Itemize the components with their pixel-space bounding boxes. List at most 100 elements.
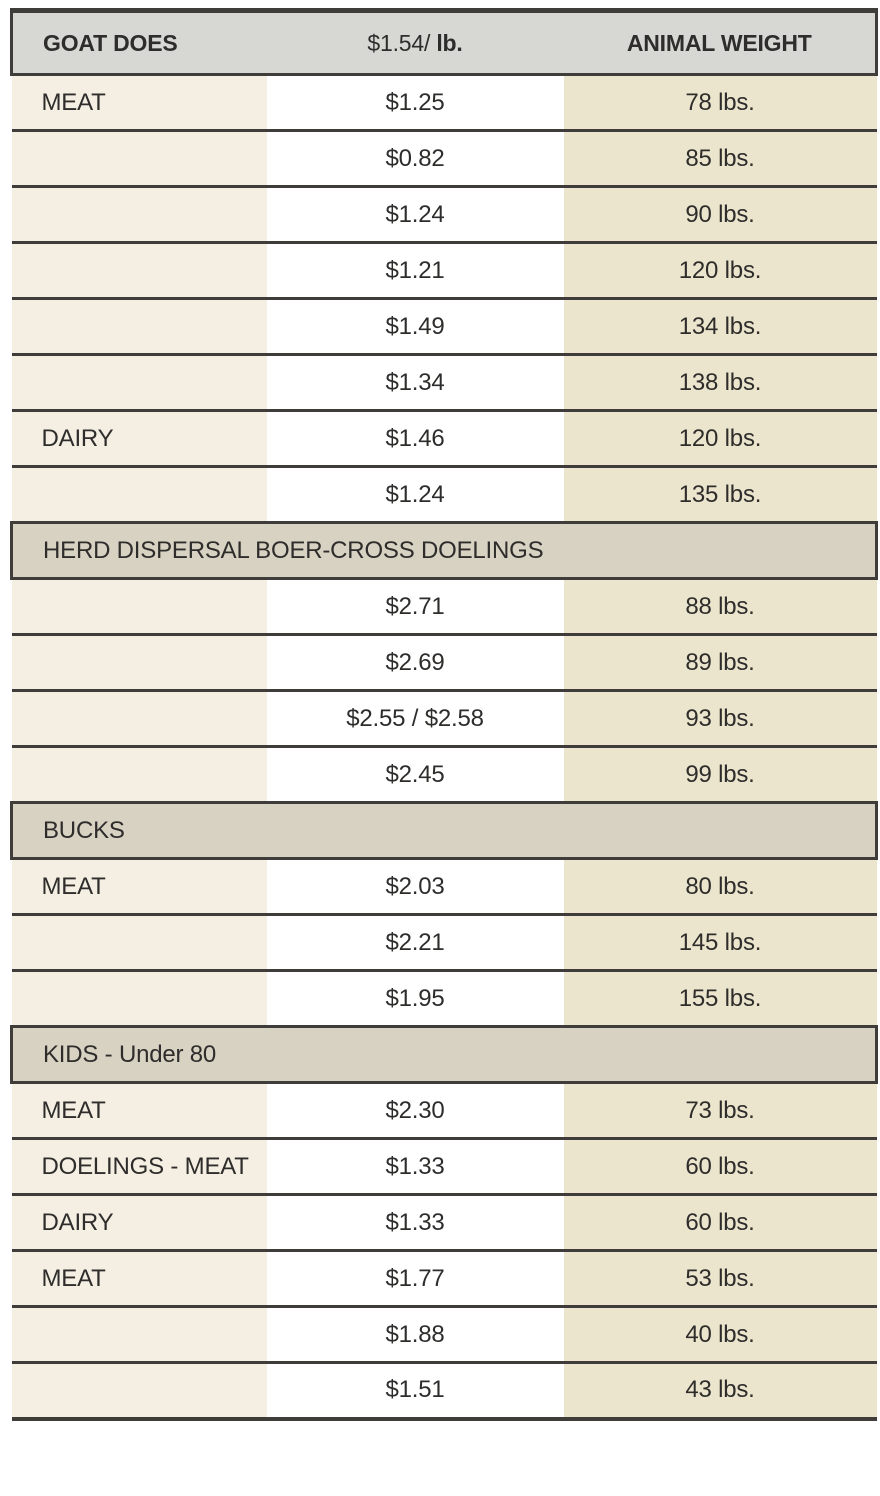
category-cell: DAIRY [11, 1193, 267, 1251]
price-cell: $2.21 [266, 913, 564, 971]
weight-cell: 78 lbs. [563, 73, 877, 131]
weight-cell: 60 lbs. [563, 1137, 877, 1195]
weight-cell: 73 lbs. [563, 1081, 877, 1139]
price-cell: $1.33 [266, 1193, 564, 1251]
price-cell: $1.77 [266, 1249, 564, 1307]
table-row: $1.24 90 lbs. [11, 185, 877, 243]
category-cell [11, 633, 267, 691]
table-row: MEAT $2.30 73 lbs. [11, 1081, 877, 1139]
table-row: $1.21 120 lbs. [11, 241, 877, 299]
section-header-row: HERD DISPERSAL BOER-CROSS DOELINGS [10, 521, 878, 579]
category-cell: MEAT [11, 73, 267, 131]
weight-cell: 93 lbs. [563, 689, 877, 747]
weight-cell: 138 lbs. [563, 353, 877, 411]
category-cell: DAIRY [11, 409, 267, 467]
weight-cell: 155 lbs. [563, 969, 877, 1027]
section-header-row: KIDS - Under 80 [10, 1025, 878, 1083]
category-cell: MEAT [11, 1249, 267, 1307]
category-cell [11, 241, 267, 299]
price-cell: $1.34 [266, 353, 564, 411]
price-cell: $1.25 [266, 73, 564, 131]
price-cell: $1.24 [266, 185, 564, 243]
table-row: $1.95 155 lbs. [11, 969, 877, 1027]
weight-cell: 145 lbs. [563, 913, 877, 971]
table-row: $1.24 135 lbs. [11, 465, 877, 523]
category-cell [11, 297, 267, 355]
table-row: MEAT $1.25 78 lbs. [11, 73, 877, 131]
category-cell: MEAT [11, 1081, 267, 1139]
category-cell [11, 1361, 267, 1419]
section-title: BUCKS [10, 801, 878, 859]
category-cell [11, 1305, 267, 1363]
category-cell [11, 689, 267, 747]
header-animal-weight-label: ANIMAL WEIGHT [626, 29, 812, 56]
header-price-per-lb: $1.54/ lb. [266, 10, 564, 75]
weight-cell: 120 lbs. [563, 409, 877, 467]
page: GOAT DOES $1.54/ lb. ANIMAL WEIGHT MEAT $… [10, 8, 878, 1421]
category-cell [11, 129, 267, 187]
weight-cell: 80 lbs. [563, 857, 877, 915]
table-row: MEAT $1.77 53 lbs. [11, 1249, 877, 1307]
table-row: $1.51 43 lbs. [11, 1361, 877, 1419]
price-cell: $2.03 [266, 857, 564, 915]
price-cell: $2.45 [266, 745, 564, 803]
price-cell: $2.69 [266, 633, 564, 691]
weight-cell: 135 lbs. [563, 465, 877, 523]
category-cell: MEAT [11, 857, 267, 915]
section-title: KIDS - Under 80 [10, 1025, 878, 1083]
weight-cell: 85 lbs. [563, 129, 877, 187]
weight-cell: 40 lbs. [563, 1305, 877, 1363]
weight-cell: 60 lbs. [563, 1193, 877, 1251]
price-cell: $1.24 [266, 465, 564, 523]
price-cell: $2.55 / $2.58 [266, 689, 564, 747]
price-cell: $1.88 [266, 1305, 564, 1363]
category-cell [11, 353, 267, 411]
table-row: $2.69 89 lbs. [11, 633, 877, 691]
price-cell: $1.95 [266, 969, 564, 1027]
price-cell: $2.71 [266, 577, 564, 635]
category-cell [11, 969, 267, 1027]
table-row: $1.88 40 lbs. [11, 1305, 877, 1363]
header-category-label: GOAT DOES [43, 29, 178, 56]
price-cell: $2.30 [266, 1081, 564, 1139]
table-row: MEAT $2.03 80 lbs. [11, 857, 877, 915]
price-cell: $1.21 [266, 241, 564, 299]
table-row: $2.55 / $2.58 93 lbs. [11, 689, 877, 747]
price-cell: $1.49 [266, 297, 564, 355]
header-category: GOAT DOES [10, 10, 267, 75]
table-row: DOELINGS - MEAT $1.33 60 lbs. [11, 1137, 877, 1195]
table-row: $1.49 134 lbs. [11, 297, 877, 355]
weight-cell: 99 lbs. [563, 745, 877, 803]
category-cell [11, 185, 267, 243]
table-row: $2.71 88 lbs. [11, 577, 877, 635]
weight-cell: 53 lbs. [563, 1249, 877, 1307]
table-row: DAIRY $1.46 120 lbs. [11, 409, 877, 467]
weight-cell: 90 lbs. [563, 185, 877, 243]
category-cell [11, 465, 267, 523]
weight-cell: 88 lbs. [563, 577, 877, 635]
table-row: DAIRY $1.33 60 lbs. [11, 1193, 877, 1251]
category-cell: DOELINGS - MEAT [11, 1137, 267, 1195]
table-row: $1.34 138 lbs. [11, 353, 877, 411]
price-cell: $1.51 [266, 1361, 564, 1419]
price-cell: $1.33 [266, 1137, 564, 1195]
price-cell: $0.82 [266, 129, 564, 187]
section-title: HERD DISPERSAL BOER-CROSS DOELINGS [10, 521, 878, 579]
table-row: $2.21 145 lbs. [11, 913, 877, 971]
header-price-rate: $1.54/ [367, 29, 431, 56]
goat-price-table: GOAT DOES $1.54/ lb. ANIMAL WEIGHT MEAT $… [10, 8, 878, 1421]
weight-cell: 134 lbs. [563, 297, 877, 355]
table-row: $0.82 85 lbs. [11, 129, 877, 187]
category-cell [11, 745, 267, 803]
category-cell [11, 577, 267, 635]
weight-cell: 89 lbs. [563, 633, 877, 691]
header-price-unit: lb. [436, 29, 463, 56]
weight-cell: 120 lbs. [563, 241, 877, 299]
table-header-row: GOAT DOES $1.54/ lb. ANIMAL WEIGHT [10, 10, 878, 75]
header-animal-weight: ANIMAL WEIGHT [563, 10, 878, 75]
section-header-row: BUCKS [10, 801, 878, 859]
table-row: $2.45 99 lbs. [11, 745, 877, 803]
category-cell [11, 913, 267, 971]
weight-cell: 43 lbs. [563, 1361, 877, 1419]
price-cell: $1.46 [266, 409, 564, 467]
